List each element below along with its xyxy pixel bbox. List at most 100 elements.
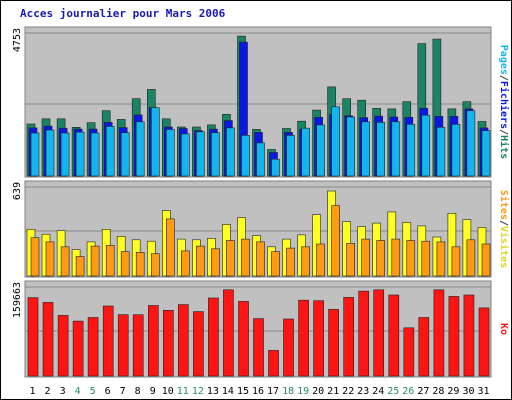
bar-sites-day-28 — [436, 241, 446, 277]
bar-sites-day-17 — [271, 251, 280, 277]
bar-pages-day-21 — [331, 106, 340, 177]
x-tick-label: 2 — [44, 386, 50, 397]
bar-ko-day-10 — [163, 309, 174, 377]
x-tick-label: 5 — [90, 386, 96, 397]
bar-pages-day-19 — [301, 127, 310, 177]
bar-sites-day-1 — [30, 237, 40, 277]
bar-ko-day-23 — [358, 290, 370, 377]
series-ko — [27, 289, 490, 377]
bar-sites-day-15 — [241, 238, 250, 277]
bar-sites-day-27 — [421, 240, 431, 277]
bar-sites-day-7 — [120, 251, 130, 277]
bar-pages-day-28 — [436, 127, 446, 177]
x-tick-label: 30 — [462, 386, 474, 397]
bar-sites-day-22 — [346, 243, 356, 277]
bar-sites-day-4 — [75, 256, 85, 277]
bar-ko-day-31 — [478, 307, 490, 377]
bar-sites-day-26 — [406, 240, 416, 277]
x-tick-label: 19 — [297, 386, 309, 397]
x-tick-label: 20 — [312, 386, 324, 397]
bar-ko-day-25 — [388, 294, 400, 377]
bar-ko-day-27 — [418, 317, 430, 377]
x-tick-label: 14 — [222, 386, 234, 397]
bar-sites-day-12 — [196, 245, 205, 277]
bar-ko-day-1 — [27, 297, 39, 377]
bar-ko-day-12 — [193, 311, 204, 377]
side-legend-part: Ko — [498, 323, 509, 335]
panel-visits-sites: 639 Sites/Visites — [12, 180, 510, 278]
bar-ko-day-26 — [403, 327, 415, 377]
x-tick-label: 28 — [432, 386, 444, 397]
x-tick-label: 26 — [402, 386, 414, 397]
bar-pages-day-25 — [391, 121, 401, 177]
bar-pages-day-6 — [105, 126, 115, 177]
bar-sites-day-24 — [376, 240, 386, 277]
bar-pages-day-17 — [271, 158, 280, 177]
x-tick-label: 22 — [342, 386, 354, 397]
bar-ko-day-2 — [42, 302, 54, 377]
bar-pages-day-15 — [241, 135, 250, 177]
x-tick-label: 9 — [150, 386, 156, 397]
bar-ko-day-13 — [208, 297, 219, 377]
bar-pages-day-12 — [196, 131, 205, 177]
side-legend-part: Fichiers — [498, 81, 510, 129]
bar-ko-day-6 — [102, 305, 114, 377]
bar-ko-day-21 — [328, 309, 339, 377]
bar-ko-day-24 — [373, 289, 385, 377]
panel-kb: 159663 Ko — [12, 280, 509, 378]
bar-pages-day-5 — [90, 132, 100, 177]
bar-pages-day-3 — [60, 132, 70, 177]
bar-sites-day-31 — [481, 243, 491, 277]
y-max-label: 159663 — [12, 282, 23, 318]
bar-pages-day-7 — [120, 132, 130, 177]
bar-pages-day-30 — [466, 110, 476, 177]
bar-pages-day-4 — [75, 131, 85, 177]
x-tick-label: 24 — [372, 386, 384, 397]
bar-sites-day-19 — [301, 246, 310, 277]
bar-sites-day-11 — [181, 250, 190, 277]
side-legend: Ko — [498, 323, 509, 335]
x-tick-label: 23 — [357, 386, 369, 397]
bar-sites-day-23 — [361, 238, 371, 277]
side-legend-part: Sites — [498, 190, 510, 220]
side-legend-part: / — [498, 129, 509, 135]
x-tick-label: 4 — [75, 386, 81, 397]
side-legend-part: Visites — [498, 226, 510, 268]
x-tick-label: 15 — [237, 386, 249, 397]
side-legend: Pages/Fichiers/Hits — [498, 45, 510, 159]
bar-sites-day-25 — [391, 238, 401, 277]
y-max-label: 639 — [12, 182, 23, 200]
bar-pages-day-10 — [166, 129, 175, 177]
side-legend-part: Hits — [498, 135, 510, 159]
x-tick-label: 8 — [135, 386, 141, 397]
bar-ko-day-29 — [448, 296, 460, 377]
bar-pages-day-2 — [45, 129, 55, 177]
bar-sites-day-20 — [316, 243, 325, 277]
x-tick-label: 25 — [387, 386, 399, 397]
bar-ko-day-7 — [117, 314, 129, 377]
bar-sites-day-8 — [135, 252, 145, 277]
side-legend: Sites/Visites — [498, 190, 510, 268]
bar-pages-day-22 — [346, 116, 356, 177]
x-tick-label: 27 — [417, 386, 429, 397]
bar-sites-day-14 — [226, 240, 235, 277]
side-legend-part: / — [498, 220, 509, 226]
bar-ko-day-5 — [87, 317, 99, 377]
x-axis: 1 2 3 4 5 6 7 8 9 10 11 12 13 14 15 16 17 18 19 20 21 22 23 24 2… — [29, 386, 489, 397]
x-tick-label: 29 — [447, 386, 459, 397]
series-sites — [30, 205, 491, 277]
bar-sites-day-13 — [211, 248, 220, 277]
bar-sites-day-2 — [45, 241, 55, 277]
bar-pages-day-29 — [451, 124, 461, 177]
x-tick-label: 11 — [177, 386, 189, 397]
x-tick-label: 7 — [120, 386, 126, 397]
bar-pages-day-24 — [376, 122, 386, 177]
x-tick-label: 17 — [267, 386, 279, 397]
x-tick-label: 3 — [60, 386, 66, 397]
bar-ko-day-17 — [268, 350, 279, 377]
bar-sites-day-16 — [256, 241, 265, 277]
